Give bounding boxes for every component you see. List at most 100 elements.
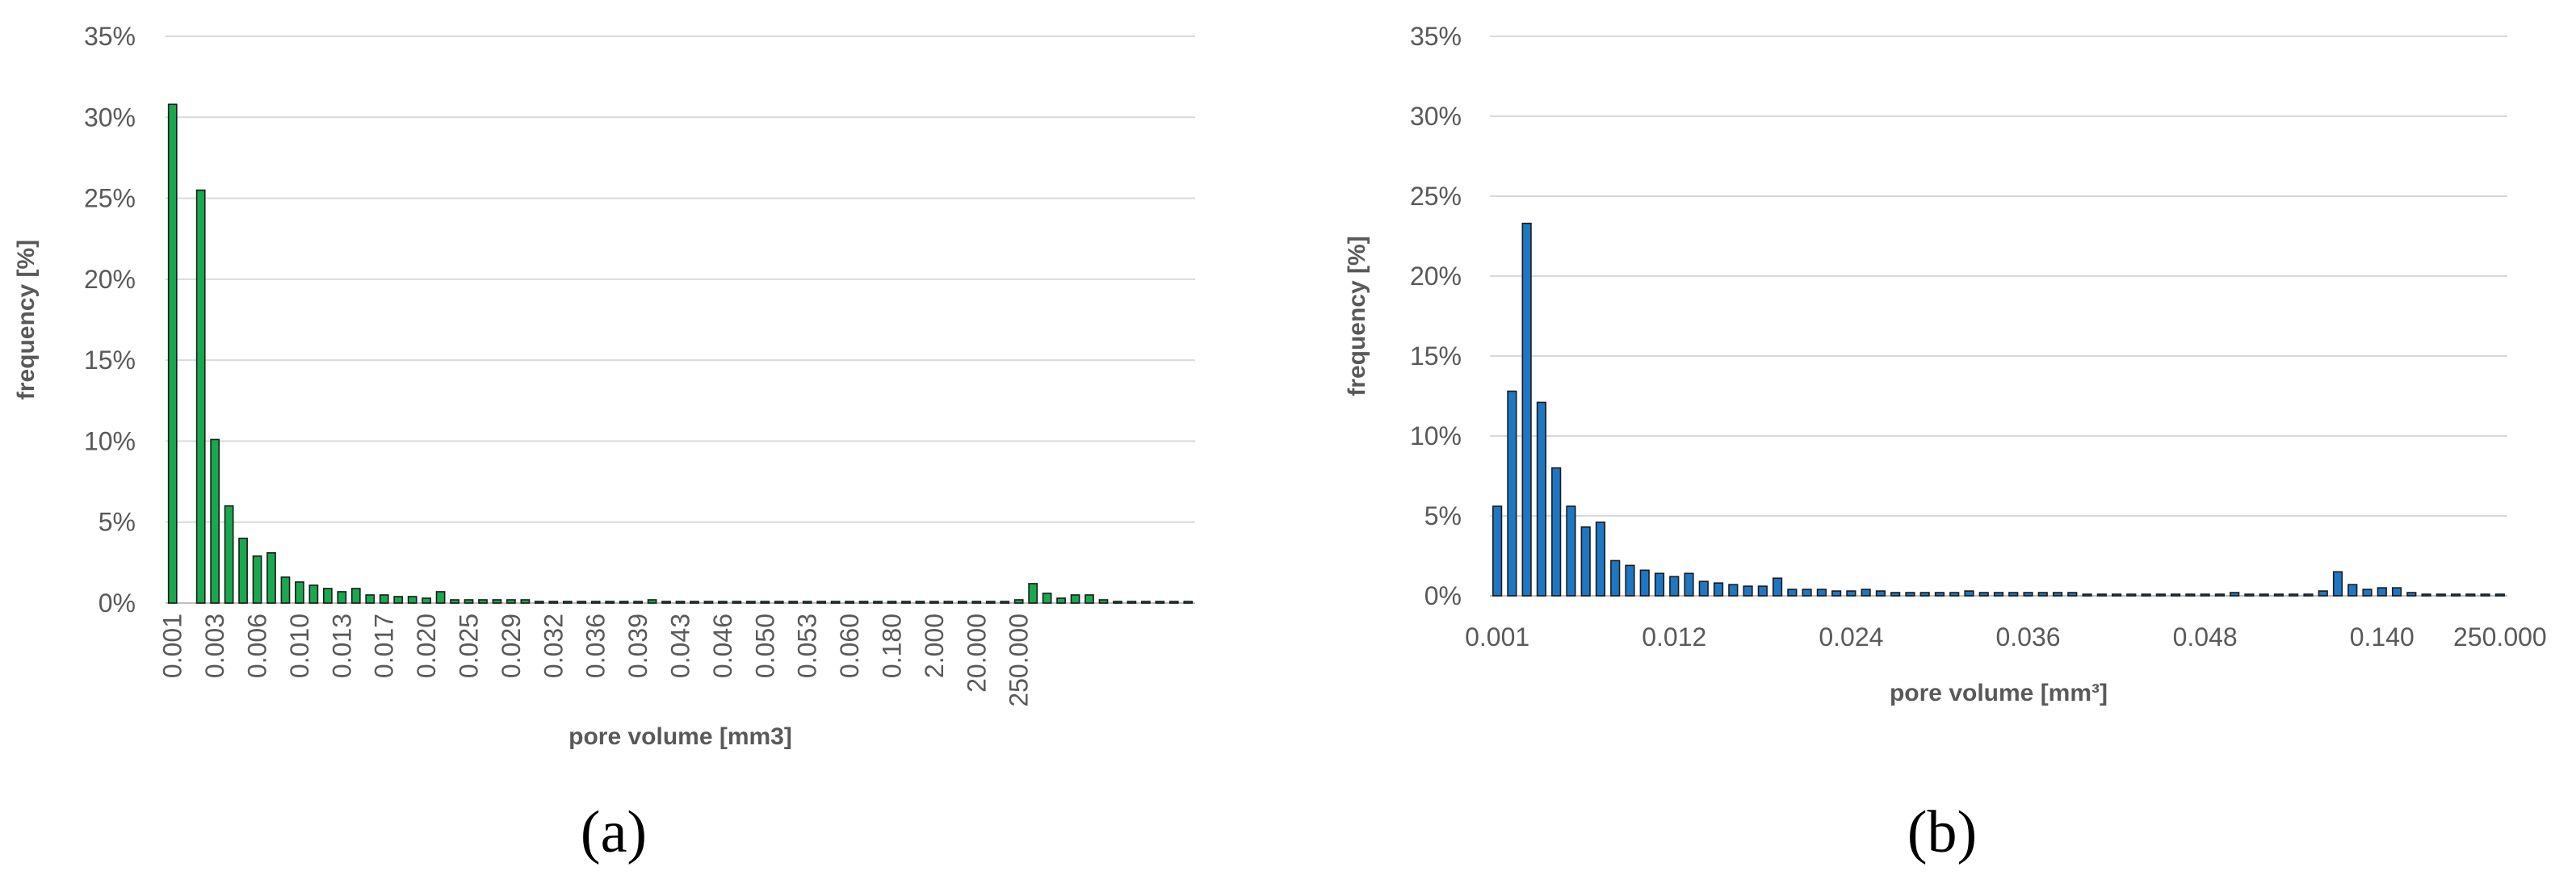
bar-a	[295, 581, 304, 604]
x-axis-title-b: pore volume [mm³]	[1890, 680, 2108, 706]
bar-a	[492, 599, 502, 604]
bar-a	[1056, 597, 1066, 604]
bar-b	[1949, 592, 1960, 597]
bar-a	[548, 601, 559, 604]
bar-b	[1684, 572, 1694, 597]
bar-a	[435, 591, 446, 604]
bar-b	[2465, 593, 2476, 597]
y-tick-label-b: 20%	[1410, 262, 1462, 291]
bar-a	[887, 601, 897, 604]
x-tick-label-a: 20.000	[962, 614, 991, 693]
panel-label-a: (a)	[581, 799, 647, 865]
bar-a	[1155, 601, 1165, 604]
bar-b	[1610, 559, 1621, 597]
y-tick-label-a: 30%	[84, 103, 136, 132]
bar-b	[1846, 590, 1856, 597]
x-tick-label-a: 0.039	[623, 614, 652, 678]
bar-b	[2155, 593, 2166, 597]
bar-b	[2171, 593, 2181, 597]
bar-b	[2037, 592, 2048, 597]
bar-b	[1802, 589, 1812, 597]
bar-b	[2273, 593, 2284, 597]
bar-a	[732, 601, 742, 604]
bar-a	[1042, 593, 1052, 604]
x-tick-label-a: 0.032	[539, 614, 568, 678]
bar-b	[2111, 593, 2122, 597]
bar-b	[2052, 592, 2063, 597]
bar-a	[915, 601, 925, 604]
y-tick-label-b: 5%	[1424, 501, 1462, 530]
bar-b	[1654, 572, 1665, 597]
bar-a	[858, 601, 869, 604]
bar-b	[2096, 593, 2107, 597]
bar-b	[1816, 589, 1827, 597]
bar-b	[2450, 593, 2461, 597]
y-tick-label-b: 25%	[1410, 182, 1462, 211]
y-tick-label-b: 0%	[1424, 581, 1462, 610]
y-tick-label-a: 20%	[84, 265, 136, 294]
bar-a	[534, 601, 544, 604]
bar-b	[2141, 593, 2151, 597]
bar-b	[1625, 564, 1635, 597]
bar-a	[929, 601, 939, 604]
bar-a	[365, 594, 375, 604]
bar-b	[1566, 505, 1576, 597]
bar-a	[210, 438, 220, 604]
panel-label-b: (b)	[1907, 799, 1977, 865]
bar-a	[238, 537, 248, 604]
x-tick-label-a: 2.000	[920, 614, 949, 678]
y-axis-title-a: frequency [%]	[13, 240, 40, 400]
bar-b	[1964, 590, 1974, 597]
bar-b	[1919, 592, 1930, 597]
x-tick-label-b: 0.012	[1642, 622, 1706, 651]
bar-a	[1141, 601, 1151, 604]
x-tick-label-a: 0.025	[455, 614, 484, 678]
x-tick-label-a: 0.060	[835, 614, 864, 678]
y-tick-label-a: 15%	[84, 346, 136, 375]
bar-a	[450, 599, 459, 604]
x-tick-label-a: 0.046	[708, 614, 737, 678]
bar-b	[1595, 522, 1606, 597]
bar-a	[985, 601, 996, 604]
bar-b	[1580, 526, 1591, 597]
bar-b	[2185, 593, 2196, 597]
x-tick-label-a: 250.000	[1005, 614, 1034, 707]
x-tick-label-a: 0.001	[158, 614, 187, 678]
y-tick-label-a: 0%	[99, 589, 136, 618]
bar-a	[350, 588, 361, 604]
bar-a	[224, 505, 234, 604]
bar-b	[1507, 390, 1517, 597]
bar-a	[1000, 601, 1010, 604]
x-tick-label-a: 0.010	[285, 614, 314, 678]
y-tick-label-b: 10%	[1410, 421, 1462, 450]
bar-a	[760, 601, 770, 604]
bar-a	[788, 601, 799, 604]
bar-a	[520, 599, 531, 604]
bar-b	[1934, 592, 1945, 597]
bar-b	[2435, 593, 2446, 597]
bar-b	[2347, 584, 2358, 597]
bar-b	[1993, 592, 2004, 597]
x-tick-label-b: 0.024	[1819, 622, 1883, 651]
bar-a	[577, 601, 587, 604]
bar-a	[830, 601, 841, 604]
bar-b	[1831, 590, 1842, 597]
bar-b	[2494, 593, 2505, 597]
bar-a	[167, 103, 178, 604]
bar-b	[2391, 587, 2402, 597]
bar-b	[2008, 592, 2019, 597]
x-tick-label-b: 0.001	[1465, 622, 1529, 651]
bar-a	[675, 601, 686, 604]
bar-a	[901, 601, 911, 604]
bar-b	[2289, 593, 2299, 597]
bar-a	[562, 601, 573, 604]
y-tick-label-a: 35%	[84, 22, 136, 51]
bar-a	[280, 576, 291, 604]
x-axis-title-a: pore volume [mm3]	[568, 723, 792, 750]
bar-a	[1126, 601, 1137, 604]
bar-a	[745, 601, 756, 604]
x-tick-label-b: 250.000	[2453, 622, 2547, 651]
bar-a	[393, 596, 404, 604]
bar-a	[590, 601, 601, 604]
